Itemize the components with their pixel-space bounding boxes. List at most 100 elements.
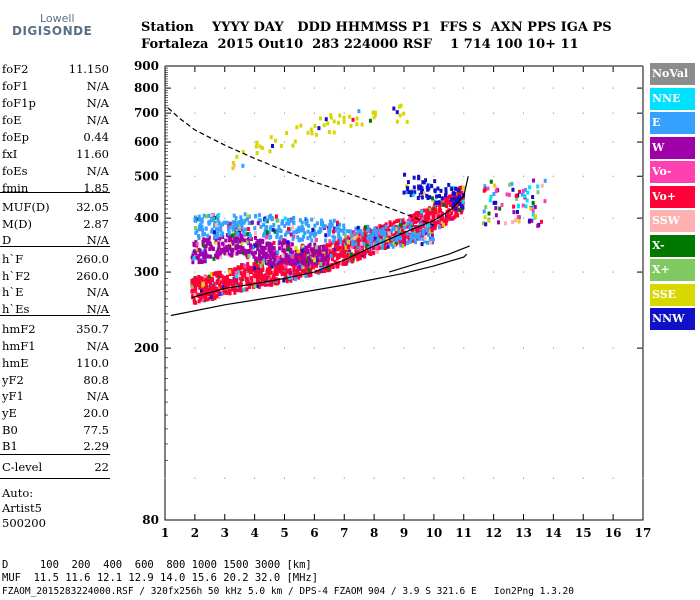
echo-trace-band-E [350,233,354,238]
echo-trace-F2-o [219,285,223,290]
echo-trace-F2-o [307,267,311,272]
grid-dot [552,477,554,479]
echo-trace-F2-o [219,276,223,281]
legend-nne: NNE [650,87,695,110]
grid-dot [224,175,226,177]
echo-trace-band-W [218,236,222,241]
legend-x: X+ [650,259,695,281]
echo-trace-F2-o [193,287,197,292]
echo-trace-F2-o [303,252,307,257]
echo-trace-F2-o [433,226,437,231]
grid-dot [493,175,495,177]
echo-trace-band-E [339,240,343,245]
echo-trace-F2-o [204,296,208,301]
grid-dot [343,141,345,143]
echo-trace-band-E [308,234,312,239]
echo-trace-F2-o [218,282,222,287]
echo-trace-F2-o [372,236,376,241]
grid-dot [552,271,554,273]
echo-trace-band-E [338,222,342,227]
echo-trace-F2-o [261,265,265,270]
echo-trace-F2-o [229,279,233,284]
echo-high-frequency [504,221,508,226]
panel-separator [0,478,110,479]
echo-trace-band-W [302,248,306,253]
echo-trace-band-W [273,249,277,254]
echo-trace-band-E [397,224,401,229]
echo-trace-F2-o [207,296,211,301]
echo-trace-band-E [366,236,370,241]
echo-trace-band-E [194,230,198,235]
echo-trace-F2-o [210,281,214,286]
echo-trace-band-E [228,221,232,226]
echo-trace-band-W [202,237,206,242]
grid-dot [582,112,584,114]
echo-trace-F2-o [441,222,445,227]
grid-dot [224,217,226,219]
param-label: M(D) [2,217,32,231]
param-row-fof1: foF1 N/A [2,79,109,95]
grid-dot [224,112,226,114]
grid-dot [194,65,196,67]
echo-trace-F2-o [262,258,266,263]
echo-trace-F2-o [422,208,426,213]
echo-trace-band-E [232,213,236,218]
grid-dot [642,217,644,219]
echo-trace-SSE [397,104,401,109]
echo-trace-band-E [374,233,378,238]
echo-trace-band-W [311,253,315,258]
param-row-h-f: h`F 260.0 [2,252,109,268]
echo-trace-band-W [257,249,261,254]
echo-trace-F2-o [421,220,425,225]
grid-dot [582,65,584,67]
echo-trace-F2-o [410,217,414,222]
echo-trace-band-E [381,242,385,247]
echo-trace-band-E [332,239,336,244]
echo-trace-band-E [299,228,303,233]
echo-trace-band-E [206,233,210,238]
echo-trace-band-E [422,231,426,236]
echo-trace-F2-o [330,257,334,262]
grid-dot [343,271,345,273]
echo-trace-band-W [261,252,265,257]
echo-high-frequency [496,220,500,225]
echo-trace-band-W [233,238,237,243]
echo-trace-F2-o [242,270,246,275]
echo-trace-F2-o [336,261,340,266]
echo-trace-F2-o [190,280,194,285]
echo-trace-SSE [310,131,314,136]
echo-trace-F2-o [205,297,209,302]
echo-trace-SSE [405,119,409,124]
echo-trace-F2-o [432,221,436,226]
echo-trace-band-E [269,226,273,231]
legend-sse: SSE [650,283,695,306]
echo-trace-F2-o [442,196,446,201]
echo-trace-F2-o [437,209,441,214]
echo-trace-band-E [217,226,221,231]
echo-high-frequency [487,218,491,223]
echo-high-frequency [494,206,498,211]
echo-trace-band-W [213,240,217,245]
grid-dot [493,87,495,89]
echo-high-frequency [487,211,491,216]
echo-trace-F2-o [200,291,204,296]
echo-trace-band-E [234,216,238,221]
echo-trace-band-E [246,227,250,232]
echo-trace-F2-o [405,224,409,229]
grid-dot [552,87,554,89]
echo-trace-band-W [234,239,238,244]
echo-trace-SSE [258,144,262,149]
echo-trace-F2-o [440,211,444,216]
echo-trace-F2-o [257,275,261,280]
legend-vo: Vo+ [650,185,695,208]
echo-trace-F2-o [414,211,418,216]
echo-trace-band-W [268,255,272,260]
echo-trace-band-E [418,236,422,241]
echo-trace-SSE [269,135,273,140]
echo-high-frequency [543,178,547,183]
echo-trace-SSE [332,119,336,124]
echo-trace-band-E [336,225,340,230]
echo-trace-F2-o [344,254,348,259]
echo-trace-F2-o [264,278,268,283]
echo-trace-band-E [210,216,214,221]
